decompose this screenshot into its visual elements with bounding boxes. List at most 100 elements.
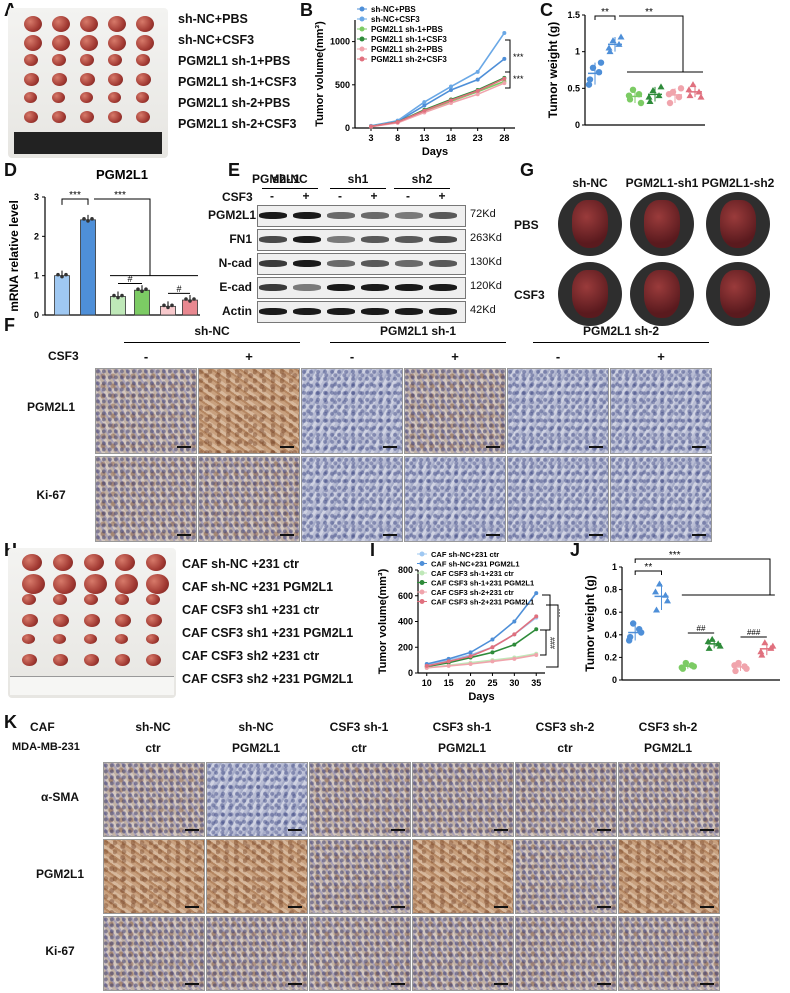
series-line (370, 32, 505, 127)
ihc-image (610, 456, 712, 542)
csf3-label: CSF3 (48, 349, 79, 363)
data-point (475, 88, 480, 93)
data-point (475, 77, 480, 82)
significance-mark: *** (669, 550, 681, 561)
tumor (136, 92, 149, 103)
x-tick-label: 35 (531, 678, 541, 688)
data-point (534, 627, 539, 632)
data-point (422, 100, 427, 105)
data-point (90, 217, 94, 221)
scale-bar (383, 446, 397, 448)
data-point (646, 98, 654, 105)
blot-band (429, 308, 457, 315)
csf3-label: CSF3 (222, 190, 253, 204)
x-axis-label: Days (468, 691, 494, 703)
y-axis-label: Tumor weight (g) (583, 575, 597, 671)
molecular-weight-label: 130Kd (470, 256, 502, 268)
ruler (14, 132, 162, 154)
tumor (115, 574, 138, 594)
mda-label: ctr (145, 741, 161, 755)
y-axis-label: Tumor volume(mm³) (377, 568, 389, 674)
data-point (757, 648, 765, 655)
blot-band (259, 236, 287, 243)
scale-bar (391, 906, 405, 908)
scale-bar (597, 983, 611, 985)
group-underline (533, 342, 709, 343)
group-label: sh-NC (272, 172, 308, 186)
data-point (144, 287, 148, 292)
ihc-image (515, 762, 617, 837)
group-label: PGM2L1 sh-2 (582, 324, 660, 338)
scale-bar (288, 906, 302, 908)
legend-label: CAF CSF3 sh-2+231 ctr (431, 588, 514, 597)
data-point (162, 303, 166, 308)
data-point (689, 81, 697, 88)
tumor (115, 614, 131, 627)
scale-bar (383, 534, 397, 536)
ihc-image (515, 839, 617, 914)
ihc-image (515, 916, 617, 991)
blot-band (293, 236, 321, 243)
blot-band (361, 308, 389, 315)
data-point (502, 30, 507, 35)
data-point (446, 663, 451, 668)
data-point (732, 667, 739, 675)
tumor (80, 111, 94, 123)
data-point (761, 639, 769, 646)
data-point (424, 663, 429, 668)
tumor (115, 634, 128, 644)
scale-bar (185, 983, 199, 985)
molecular-weight-label: 42Kd (470, 304, 496, 316)
lung-tissue (720, 200, 756, 248)
blot-band (361, 212, 389, 219)
blot-row-label: FN1 (229, 232, 252, 246)
stain-row-label: Ki-67 (36, 488, 66, 502)
scale-bar (391, 829, 405, 831)
scale-bar (692, 446, 706, 448)
lung-column-label: PGM2L1-sh1 (625, 176, 699, 190)
panel-d-letter: D (4, 160, 17, 180)
stain-row-label: PGM2L1 (26, 400, 75, 414)
data-point (656, 580, 663, 587)
mda-label: PGM2L1 (437, 741, 486, 755)
y-tick-label: 200 (398, 642, 413, 652)
group-underline (394, 188, 450, 189)
tumor (108, 16, 126, 32)
ihc-image (301, 456, 403, 542)
blot-band (361, 284, 389, 291)
tumor (146, 634, 159, 644)
blot-strip (257, 277, 466, 299)
blot-band (259, 260, 287, 267)
scale-bar (700, 829, 714, 831)
scale-bar (494, 983, 508, 985)
tumor (52, 54, 66, 66)
data-point (731, 662, 738, 669)
blot-band (327, 308, 355, 315)
data-point (60, 274, 64, 279)
ihc-image (404, 456, 506, 542)
sign-label: - (270, 189, 274, 203)
ihc-image (103, 762, 205, 837)
mda-label: ctr (351, 741, 367, 755)
ihc-image (404, 368, 506, 454)
ihc-image (198, 368, 300, 454)
data-point (512, 656, 517, 661)
blot-band (327, 212, 355, 219)
y-tick-label: 0.5 (567, 83, 580, 93)
y-tick-label: 0 (345, 123, 350, 133)
panel-j-letter: J (570, 540, 581, 560)
data-point (475, 92, 480, 97)
ihc-image (103, 916, 205, 991)
ihc-image (301, 368, 403, 454)
sign-label: - (406, 189, 410, 203)
bracket (505, 71, 511, 89)
panel-c-letter: C (540, 0, 553, 20)
data-point (585, 81, 593, 88)
y-axis-label: Tumor volume(mm³) (314, 21, 326, 127)
blot-band (395, 308, 423, 315)
x-tick-label: 25 (487, 678, 497, 688)
data-point (449, 87, 453, 92)
scale-bar (185, 906, 199, 908)
tumor (115, 594, 129, 605)
blot-strip (257, 301, 466, 323)
